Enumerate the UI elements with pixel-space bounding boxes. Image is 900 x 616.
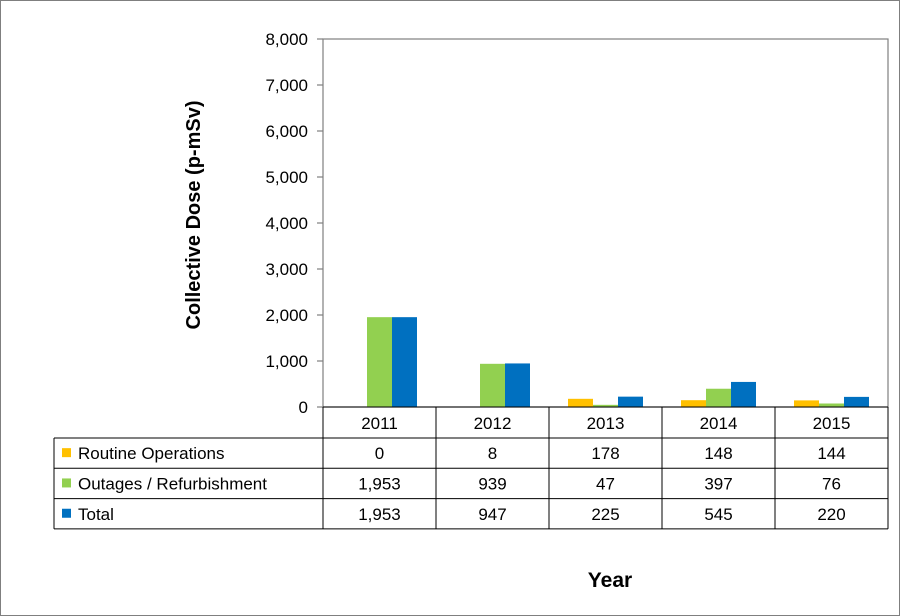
- bar-outages-refurbishment-2012: [480, 363, 505, 407]
- data-label: 76: [822, 474, 841, 493]
- y-tick-label: 4,000: [265, 214, 308, 233]
- data-label: 545: [704, 505, 732, 524]
- y-tick-label: 5,000: [265, 168, 308, 187]
- data-label: 939: [478, 474, 506, 493]
- bar-routine-operations-2013: [568, 398, 593, 407]
- y-tick-label: 0: [299, 398, 308, 417]
- x-tick-label: 2011: [361, 414, 398, 433]
- y-tick-label: 7,000: [265, 76, 308, 95]
- bar-total-2014: [731, 381, 756, 407]
- data-label: 1,953: [358, 474, 401, 493]
- data-label: 1,953: [358, 505, 401, 524]
- data-label: 148: [704, 444, 732, 463]
- legend-entry: Routine Operations: [78, 444, 224, 463]
- bar-total-2011: [392, 317, 417, 407]
- bar-outages-refurbishment-2011: [367, 317, 392, 407]
- y-axis-label: Collective Dose (p-mSv): [183, 101, 205, 330]
- data-label: 8: [488, 444, 497, 463]
- y-tick-label: 1,000: [265, 352, 308, 371]
- data-label: 178: [591, 444, 619, 463]
- data-label: 144: [817, 444, 845, 463]
- x-tick-label: 2013: [587, 414, 625, 433]
- bars: [367, 317, 869, 407]
- y-tick-label: 8,000: [265, 30, 308, 49]
- bar-outages-refurbishment-2014: [706, 388, 731, 407]
- legend-entry: Total: [78, 505, 114, 524]
- bar-total-2012: [505, 363, 530, 407]
- y-tick-label: 6,000: [265, 122, 308, 141]
- bar-outages-refurbishment-2015: [819, 403, 844, 407]
- x-axis-label: Year: [588, 569, 632, 592]
- data-label: 397: [704, 474, 732, 493]
- data-label: 0: [375, 444, 384, 463]
- data-label: 947: [478, 505, 506, 524]
- legend-swatch: [62, 508, 71, 518]
- y-axis: 0 1,000 2,000 3,000 4,000 5,000 6,000 7,000 8,00…: [265, 30, 889, 417]
- bar-outages-refurbishment-2013: [593, 404, 618, 407]
- x-tick-label: 2015: [813, 414, 851, 433]
- data-table: 2011 2012 2013 2014 2015 Routine Operations 0 8…: [53, 406, 889, 530]
- y-tick-label: 2,000: [265, 306, 308, 325]
- x-tick-label: 2012: [474, 414, 512, 433]
- bar-total-2013: [618, 396, 643, 407]
- legend-swatch: [62, 478, 71, 488]
- bar-total-2015: [844, 396, 869, 407]
- bar-routine-operations-2014: [681, 400, 706, 407]
- data-label: 47: [596, 474, 615, 493]
- data-label: 225: [591, 505, 619, 524]
- data-label: 220: [817, 505, 845, 524]
- legend-entry: Outages / Refurbishment: [78, 474, 267, 493]
- x-tick-label: 2014: [700, 414, 738, 433]
- bar-routine-operations-2015: [794, 400, 819, 407]
- legend-swatch: [62, 448, 71, 458]
- y-tick-label: 3,000: [265, 260, 308, 279]
